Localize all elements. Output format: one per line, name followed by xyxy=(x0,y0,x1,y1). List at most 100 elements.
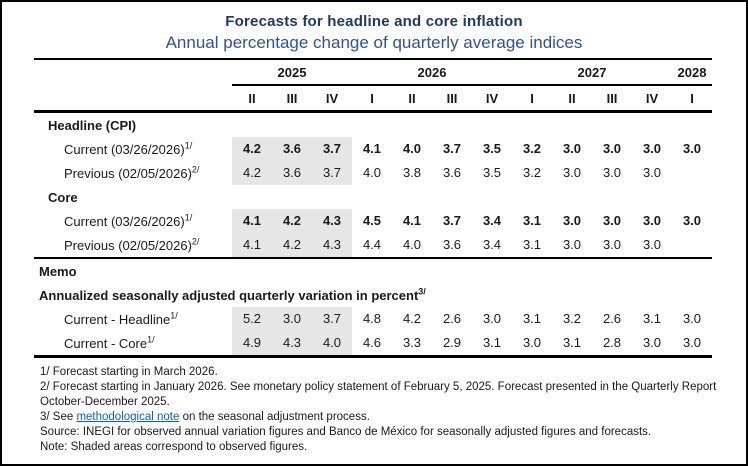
row-label: Current - Core1/ xyxy=(34,334,232,351)
value-cell: 4.2 xyxy=(272,209,312,233)
value-cell: 3.5 xyxy=(482,165,502,180)
quarter-header: III xyxy=(446,90,458,106)
value-cell: 3.5 xyxy=(482,141,502,156)
value-cell: 3.0 xyxy=(272,307,312,331)
value-cell: 5.2 xyxy=(232,307,272,331)
value-cell: 3.0 xyxy=(642,237,662,252)
value-cell: 3.7 xyxy=(312,307,352,331)
value-cell: 2.9 xyxy=(442,335,462,350)
quarter-header: IV xyxy=(645,90,659,106)
year-header-row: 2025 2026 2027 2028 xyxy=(34,60,712,84)
row-label: Current (03/26/2026)1/ xyxy=(34,212,232,229)
memo-subheader-label: Annualized seasonally adjusted quarterly… xyxy=(34,286,712,303)
value-cell: 3.1 xyxy=(562,335,582,350)
value-cell: 3.2 xyxy=(522,141,542,156)
value-cell: 3.4 xyxy=(482,237,502,252)
row-label: Current - Headline1/ xyxy=(34,310,232,327)
table-row-core-previous: Previous (02/05/2026)2/ 4.1 4.2 4.3 4.4 … xyxy=(34,233,712,257)
year-header-2026: 2026 xyxy=(417,64,447,80)
value-cell: 3.3 xyxy=(402,335,422,350)
value-cell xyxy=(672,233,712,257)
year-underline-rule xyxy=(232,84,712,86)
footnote-marker: 3/ xyxy=(418,286,426,297)
value-cell: 4.3 xyxy=(272,331,312,355)
section-header-row-headline: Headline (CPI) xyxy=(34,113,712,137)
value-cell xyxy=(672,161,712,185)
value-cell: 2.8 xyxy=(602,335,622,350)
row-label-text: Previous (02/05/2026) xyxy=(64,165,192,181)
value-cell: 3.0 xyxy=(602,237,622,252)
value-cell: 3.7 xyxy=(442,141,462,156)
methodological-note-link[interactable]: methodological note xyxy=(76,411,180,423)
value-cell: 3.0 xyxy=(642,213,662,228)
value-cell: 3.6 xyxy=(272,137,312,161)
value-cell: 4.2 xyxy=(272,233,312,257)
value-cell: 3.1 xyxy=(522,213,542,228)
source-note: Source: INEGI for observed annual variat… xyxy=(40,426,652,438)
value-cell: 3.6 xyxy=(442,237,462,252)
footnote-3-suffix: on the seasonal adjustment process. xyxy=(179,411,370,423)
table-titles: Forecasts for headline and core inflatio… xyxy=(2,2,746,53)
value-cell: 4.8 xyxy=(362,311,382,326)
row-label-text: Previous (02/05/2026) xyxy=(64,237,192,253)
memo-header-row: Memo xyxy=(34,259,712,283)
row-label: Previous (02/05/2026)2/ xyxy=(34,237,232,253)
value-cell: 3.7 xyxy=(312,137,352,161)
value-cell: 4.1 xyxy=(362,141,382,156)
value-cell: 3.0 xyxy=(682,213,702,228)
value-cell: 4.2 xyxy=(232,161,272,185)
value-cell: 4.9 xyxy=(232,331,272,355)
quarter-header: III xyxy=(606,90,618,106)
value-cell: 3.6 xyxy=(272,161,312,185)
quarter-header: I xyxy=(690,90,694,106)
table-row-headline-previous: Previous (02/05/2026)2/ 4.2 3.6 3.7 4.0 … xyxy=(34,161,712,185)
section-header-label: Headline (CPI) xyxy=(48,117,137,133)
page-subtitle: Annual percentage change of quarterly av… xyxy=(165,33,583,52)
footnote-marker: 1/ xyxy=(170,310,178,321)
forecast-table: 2025 2026 2027 2028 II III IV I II III I… xyxy=(34,58,712,358)
table-row-core-current: Current (03/26/2026)1/ 4.1 4.2 4.3 4.5 4… xyxy=(34,209,712,233)
value-cell: 3.1 xyxy=(482,335,502,350)
value-cell: 3.2 xyxy=(562,311,582,326)
memo-separator-rule xyxy=(34,257,712,259)
quarter-header: IV xyxy=(485,90,499,106)
quarter-header: II xyxy=(568,90,576,106)
value-cell: 3.0 xyxy=(482,311,502,326)
value-cell: 3.1 xyxy=(522,311,542,326)
value-cell: 4.0 xyxy=(312,331,352,355)
footnote-marker: 1/ xyxy=(184,212,193,223)
value-cell: 3.7 xyxy=(312,161,352,185)
memo-header-label: Memo xyxy=(39,263,77,279)
page-title: Forecasts for headline and core inflatio… xyxy=(225,13,523,30)
value-cell: 3.0 xyxy=(642,165,662,180)
memo-subheader-row: Annualized seasonally adjusted quarterly… xyxy=(34,283,712,307)
value-cell: 3.0 xyxy=(562,165,582,180)
row-label-text: Current - Core xyxy=(64,335,148,351)
section-header-row-core: Core xyxy=(34,185,712,209)
value-cell: 3.0 xyxy=(562,213,582,228)
value-cell: 3.0 xyxy=(682,311,702,326)
row-label-text: Current (03/26/2026) xyxy=(64,141,185,157)
value-cell: 4.4 xyxy=(362,237,382,252)
footnotes: 1/ Forecast starting in March 2026. 2/ F… xyxy=(40,365,740,455)
value-cell: 3.0 xyxy=(562,141,582,156)
value-cell: 4.0 xyxy=(402,237,422,252)
shaded-areas-note: Note: Shaded areas correspond to observe… xyxy=(40,441,308,453)
value-cell: 3.0 xyxy=(642,335,662,350)
value-cell: 4.1 xyxy=(232,209,272,233)
quarter-header: I xyxy=(530,90,534,106)
table-row-headline-current: Current (03/26/2026)1/ 4.2 3.6 3.7 4.1 4… xyxy=(34,137,712,161)
header-bottom-rule xyxy=(34,110,712,113)
section-header-label: Core xyxy=(48,189,78,205)
year-header-2025: 2025 xyxy=(277,64,307,80)
footnote-3: 3/ See methodological note on the season… xyxy=(40,410,740,425)
value-cell: 3.2 xyxy=(522,165,542,180)
row-label-text: Current (03/26/2026) xyxy=(64,213,185,229)
value-cell: 3.0 xyxy=(642,141,662,156)
value-cell: 3.0 xyxy=(602,141,622,156)
footnote-marker: 1/ xyxy=(147,334,155,345)
table-bottom-rule xyxy=(34,355,712,358)
value-cell: 3.7 xyxy=(442,213,462,228)
row-label: Previous (02/05/2026)2/ xyxy=(34,165,232,181)
footnote-marker: 1/ xyxy=(184,140,193,151)
